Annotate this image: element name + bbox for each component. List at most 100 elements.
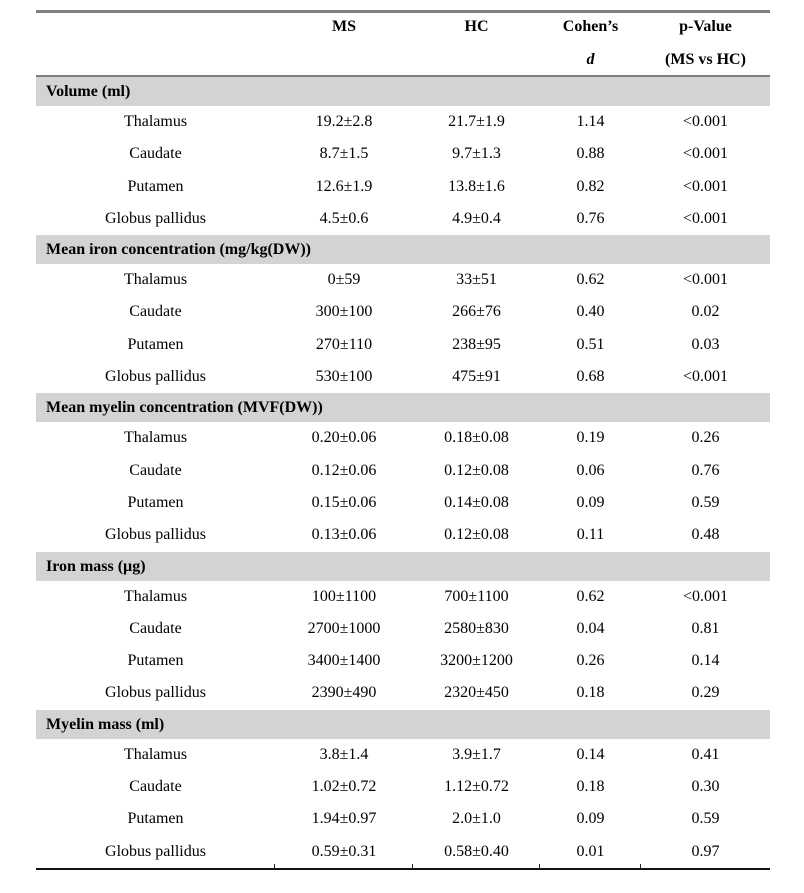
cell-hc: 238±95 [452,335,501,353]
cell-cohens-d: 0.26 [576,652,605,670]
cell-hc: 0.12±0.08 [444,526,509,544]
row-label: Putamen [127,177,184,195]
table-row: Thalamus 3.8±1.4 3.9±1.7 0.14 0.41 [36,739,770,771]
cell-ms: 270±110 [315,335,373,353]
table-row: Caudate 2700±1000 2580±830 0.04 0.81 [36,613,770,645]
column-divider-tick [274,863,276,868]
table-row: Caudate 0.12±0.06 0.12±0.08 0.06 0.76 [36,455,770,487]
cell-hc: 2320±450 [444,684,509,702]
cell-ms: 8.7±1.5 [319,145,369,163]
cell-ms: 1.94±0.97 [311,810,377,828]
cell-hc: 13.8±1.6 [448,177,505,195]
cell-cohens-d: 1.14 [576,113,605,130]
cell-p-value: <0.001 [682,587,729,605]
cell-cohens-d: 0.51 [576,335,605,353]
cell-cohens-d: 0.18 [576,684,605,702]
row-label: Thalamus [123,113,188,130]
cell-cohens-d: 0.40 [576,303,605,321]
cell-p-value: 0.48 [691,526,720,544]
cell-ms: 3.8±1.4 [319,745,369,763]
column-header-pvalue: p-Value (MS vs HC) [641,13,770,75]
cell-p-value: <0.001 [682,145,729,163]
cell-hc: 0.12±0.08 [444,461,509,479]
row-label: Caudate [129,303,182,321]
table-top-border [36,10,770,13]
cell-cohens-d: 0.09 [576,493,605,511]
section-header-iron-mass: Iron mass (µg) [36,551,770,581]
column-header-cohens-line2: d [586,51,595,68]
row-label: Globus pallidus [105,209,206,227]
row-label: Putamen [127,335,184,353]
section-header-volume: Volume (ml) [36,77,770,106]
cell-hc: 9.7±1.3 [452,145,501,163]
section-header-myelin-mass: Myelin mass (ml) [36,709,770,739]
cell-cohens-d: 0.62 [576,587,605,605]
cell-p-value: 0.81 [691,619,720,637]
table-row: Thalamus 100±1100 700±1100 0.62 <0.001 [36,581,770,613]
row-label: Thalamus [123,587,188,605]
column-header-empty [36,13,275,75]
row-label: Putamen [127,493,184,511]
cell-ms: 0.12±0.06 [311,461,377,479]
cell-hc: 21.7±1.9 [448,113,505,130]
cell-ms: 2390±490 [311,684,377,702]
row-label: Putamen [127,652,184,670]
column-header-hc: HC [413,13,540,75]
cell-cohens-d: 0.76 [576,209,605,227]
table-row: Putamen 3400±1400 3200±1200 0.26 0.14 [36,645,770,677]
cell-hc: 3200±1200 [440,652,513,670]
row-label: Thalamus [123,429,188,447]
cell-p-value: <0.001 [682,368,729,386]
row-label: Thalamus [123,745,188,763]
column-header-ms: MS [275,13,413,75]
cell-cohens-d: 0.01 [576,842,605,860]
cell-hc: 4.9±0.4 [452,209,501,227]
cell-cohens-d: 0.18 [576,778,605,796]
row-label: Thalamus [123,271,188,289]
cell-p-value: 0.29 [691,684,720,702]
cell-cohens-d: 0.11 [576,526,605,544]
cell-p-value: 0.02 [691,303,720,321]
row-label: Globus pallidus [105,526,206,544]
row-label: Caudate [129,145,182,163]
cell-ms: 530±100 [315,368,373,386]
column-divider-tick [412,863,414,868]
table-row: Putamen 1.94±0.97 2.0±1.0 0.09 0.59 [36,803,770,835]
cell-ms: 1.02±0.72 [311,778,377,796]
table-row: Putamen 0.15±0.06 0.14±0.08 0.09 0.59 [36,487,770,519]
cell-hc: 1.12±0.72 [444,778,509,796]
table-row: Globus pallidus 0.13±0.06 0.12±0.08 0.11… [36,519,770,551]
cell-cohens-d: 0.06 [576,461,605,479]
cell-hc: 3.9±1.7 [452,745,501,763]
table-bottom-border [36,863,770,870]
column-header-pvalue-line2: (MS vs HC) [665,51,746,68]
cell-hc: 475±91 [452,368,501,386]
column-header-pvalue-line1: p-Value [679,18,732,35]
cell-hc: 0.58±0.40 [444,842,509,860]
cell-p-value: 0.97 [691,842,720,860]
cell-hc: 266±76 [452,303,501,321]
cell-ms: 19.2±2.8 [315,113,373,130]
cell-p-value: 0.59 [691,810,720,828]
column-header-cohens-d: Cohen’s d [540,13,641,75]
row-label: Caudate [129,461,182,479]
table-header-row: MS HC Cohen’s d p-Value (MS vs HC) [36,13,770,77]
table-row: Globus pallidus 530±100 475±91 0.68 <0.0… [36,361,770,393]
column-header-hc-label: HC [464,18,489,35]
cell-p-value: <0.001 [682,113,729,130]
table-row: Putamen 12.6±1.9 13.8±1.6 0.82 <0.001 [36,171,770,203]
cell-cohens-d: 0.19 [576,429,605,447]
row-label: Putamen [127,810,184,828]
section-header-iron-concentration: Mean iron concentration (mg/kg(DW)) [36,235,770,265]
table-row: Thalamus 0.20±0.06 0.18±0.08 0.19 0.26 [36,422,770,454]
row-label: Caudate [129,619,182,637]
column-header-ms-label: MS [332,18,356,35]
cell-cohens-d: 0.14 [576,745,605,763]
cell-cohens-d: 0.82 [576,177,605,195]
cell-cohens-d: 0.62 [576,271,605,289]
cell-ms: 0.13±0.06 [311,526,377,544]
cell-cohens-d: 0.88 [576,145,605,163]
cell-p-value: <0.001 [682,271,729,289]
cell-ms: 3400±1400 [307,652,381,670]
column-header-cohens-line1: Cohen’s [562,18,619,35]
